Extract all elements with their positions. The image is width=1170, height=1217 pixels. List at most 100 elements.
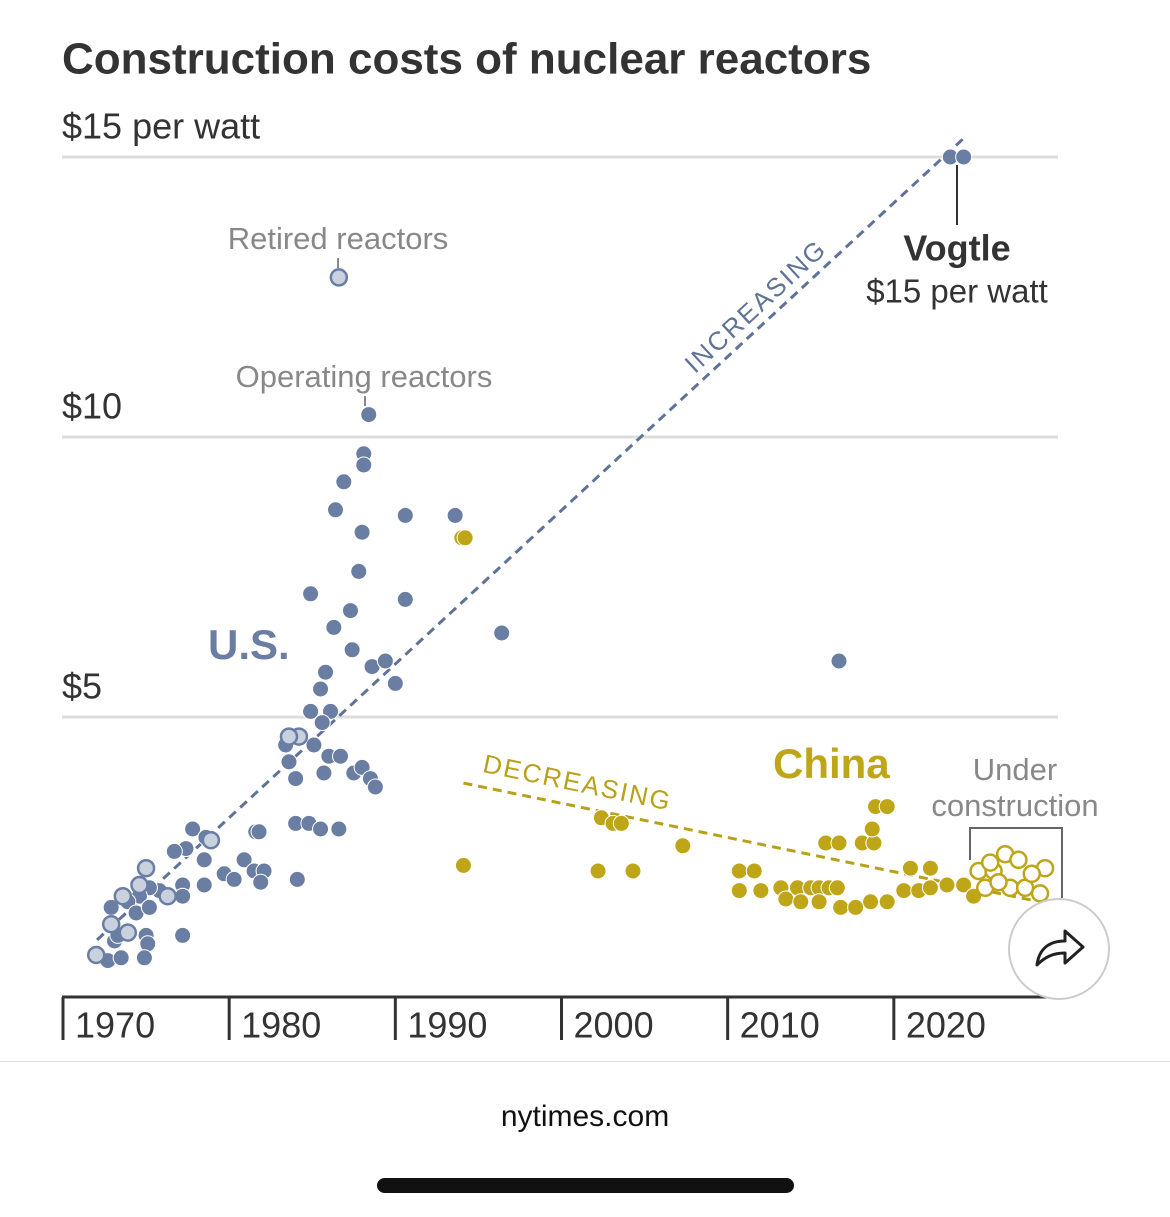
point <box>730 862 748 880</box>
point <box>312 680 330 698</box>
x-tick-label: 2010 <box>740 1005 820 1046</box>
point <box>777 890 795 908</box>
point <box>832 898 850 916</box>
point <box>195 851 213 869</box>
trend-label: INCREASING <box>679 233 833 378</box>
point <box>456 529 474 547</box>
point <box>317 663 335 681</box>
point <box>312 820 330 838</box>
point <box>343 641 361 659</box>
footer-bar <box>0 1061 1170 1217</box>
point <box>195 876 213 894</box>
point <box>847 898 865 916</box>
trend-label: DECREASING <box>481 748 675 816</box>
url: nytimes.com <box>500 1100 670 1133</box>
point <box>752 882 770 900</box>
x-tick-label: 1990 <box>407 1005 487 1046</box>
point <box>252 873 270 891</box>
point <box>865 834 883 852</box>
point <box>1022 864 1042 884</box>
share-button[interactable] <box>1007 897 1111 1001</box>
annotation: Under construction <box>931 752 1099 823</box>
point <box>280 753 298 771</box>
point <box>287 770 305 788</box>
x-tick-label: 1970 <box>75 1005 155 1046</box>
point <box>810 893 828 911</box>
point <box>158 886 177 906</box>
point <box>302 585 320 603</box>
trend-line <box>96 135 967 941</box>
point <box>895 882 913 900</box>
chart-title: Construction costs of nuclear reactors <box>62 35 871 84</box>
point <box>792 893 810 911</box>
point <box>112 949 130 967</box>
point <box>862 893 880 911</box>
point <box>1030 884 1050 903</box>
point <box>350 562 368 580</box>
point <box>396 506 414 524</box>
point <box>386 674 404 692</box>
annotation: Vogtle <box>903 228 1010 269</box>
point <box>921 859 939 877</box>
y-tick-label: $5 <box>62 666 102 707</box>
annotation: U.S. <box>208 621 290 668</box>
point <box>315 764 333 782</box>
point <box>250 823 268 841</box>
point <box>288 870 306 888</box>
point <box>135 949 153 967</box>
point <box>327 501 345 519</box>
point <box>878 893 896 911</box>
point <box>130 875 149 895</box>
point <box>165 842 183 860</box>
point <box>184 820 202 838</box>
point <box>938 876 956 894</box>
point <box>612 814 630 832</box>
point <box>493 624 511 642</box>
point <box>366 778 384 796</box>
point <box>279 727 299 746</box>
point <box>302 702 320 720</box>
point <box>828 879 846 897</box>
point <box>454 856 472 874</box>
point <box>174 887 192 905</box>
point <box>863 820 881 838</box>
point <box>674 837 692 855</box>
point <box>201 830 221 850</box>
point <box>901 859 919 877</box>
point <box>921 879 939 897</box>
point <box>730 882 748 900</box>
point <box>140 898 158 916</box>
point <box>235 851 253 869</box>
point <box>830 652 848 670</box>
point <box>878 798 896 816</box>
point <box>174 926 192 944</box>
y-tick-label: $15 per watt <box>62 106 260 147</box>
point <box>446 506 464 524</box>
chart: Construction costs of nuclear reactors R… <box>61 35 1063 1046</box>
point <box>329 268 349 287</box>
annotation: Retired reactors <box>228 221 449 256</box>
point <box>830 834 848 852</box>
point <box>86 945 106 965</box>
point <box>624 862 642 880</box>
x-tick-label: 2000 <box>574 1005 654 1046</box>
home-indicator <box>377 1178 794 1193</box>
x-tick-label: 1980 <box>241 1005 321 1046</box>
point <box>376 652 394 670</box>
point <box>325 618 343 636</box>
point <box>355 456 373 474</box>
bracket-box <box>969 827 1063 898</box>
point <box>113 886 133 906</box>
annotation: Operating reactors <box>236 359 493 394</box>
point <box>139 935 157 953</box>
y-tick-label: $10 <box>62 386 122 427</box>
point <box>989 872 1008 892</box>
point <box>101 914 121 934</box>
point <box>118 923 138 942</box>
annotation: $15 per watt <box>866 273 1048 310</box>
point <box>396 590 414 608</box>
point <box>589 862 607 880</box>
point <box>980 853 1000 872</box>
point <box>305 736 323 754</box>
